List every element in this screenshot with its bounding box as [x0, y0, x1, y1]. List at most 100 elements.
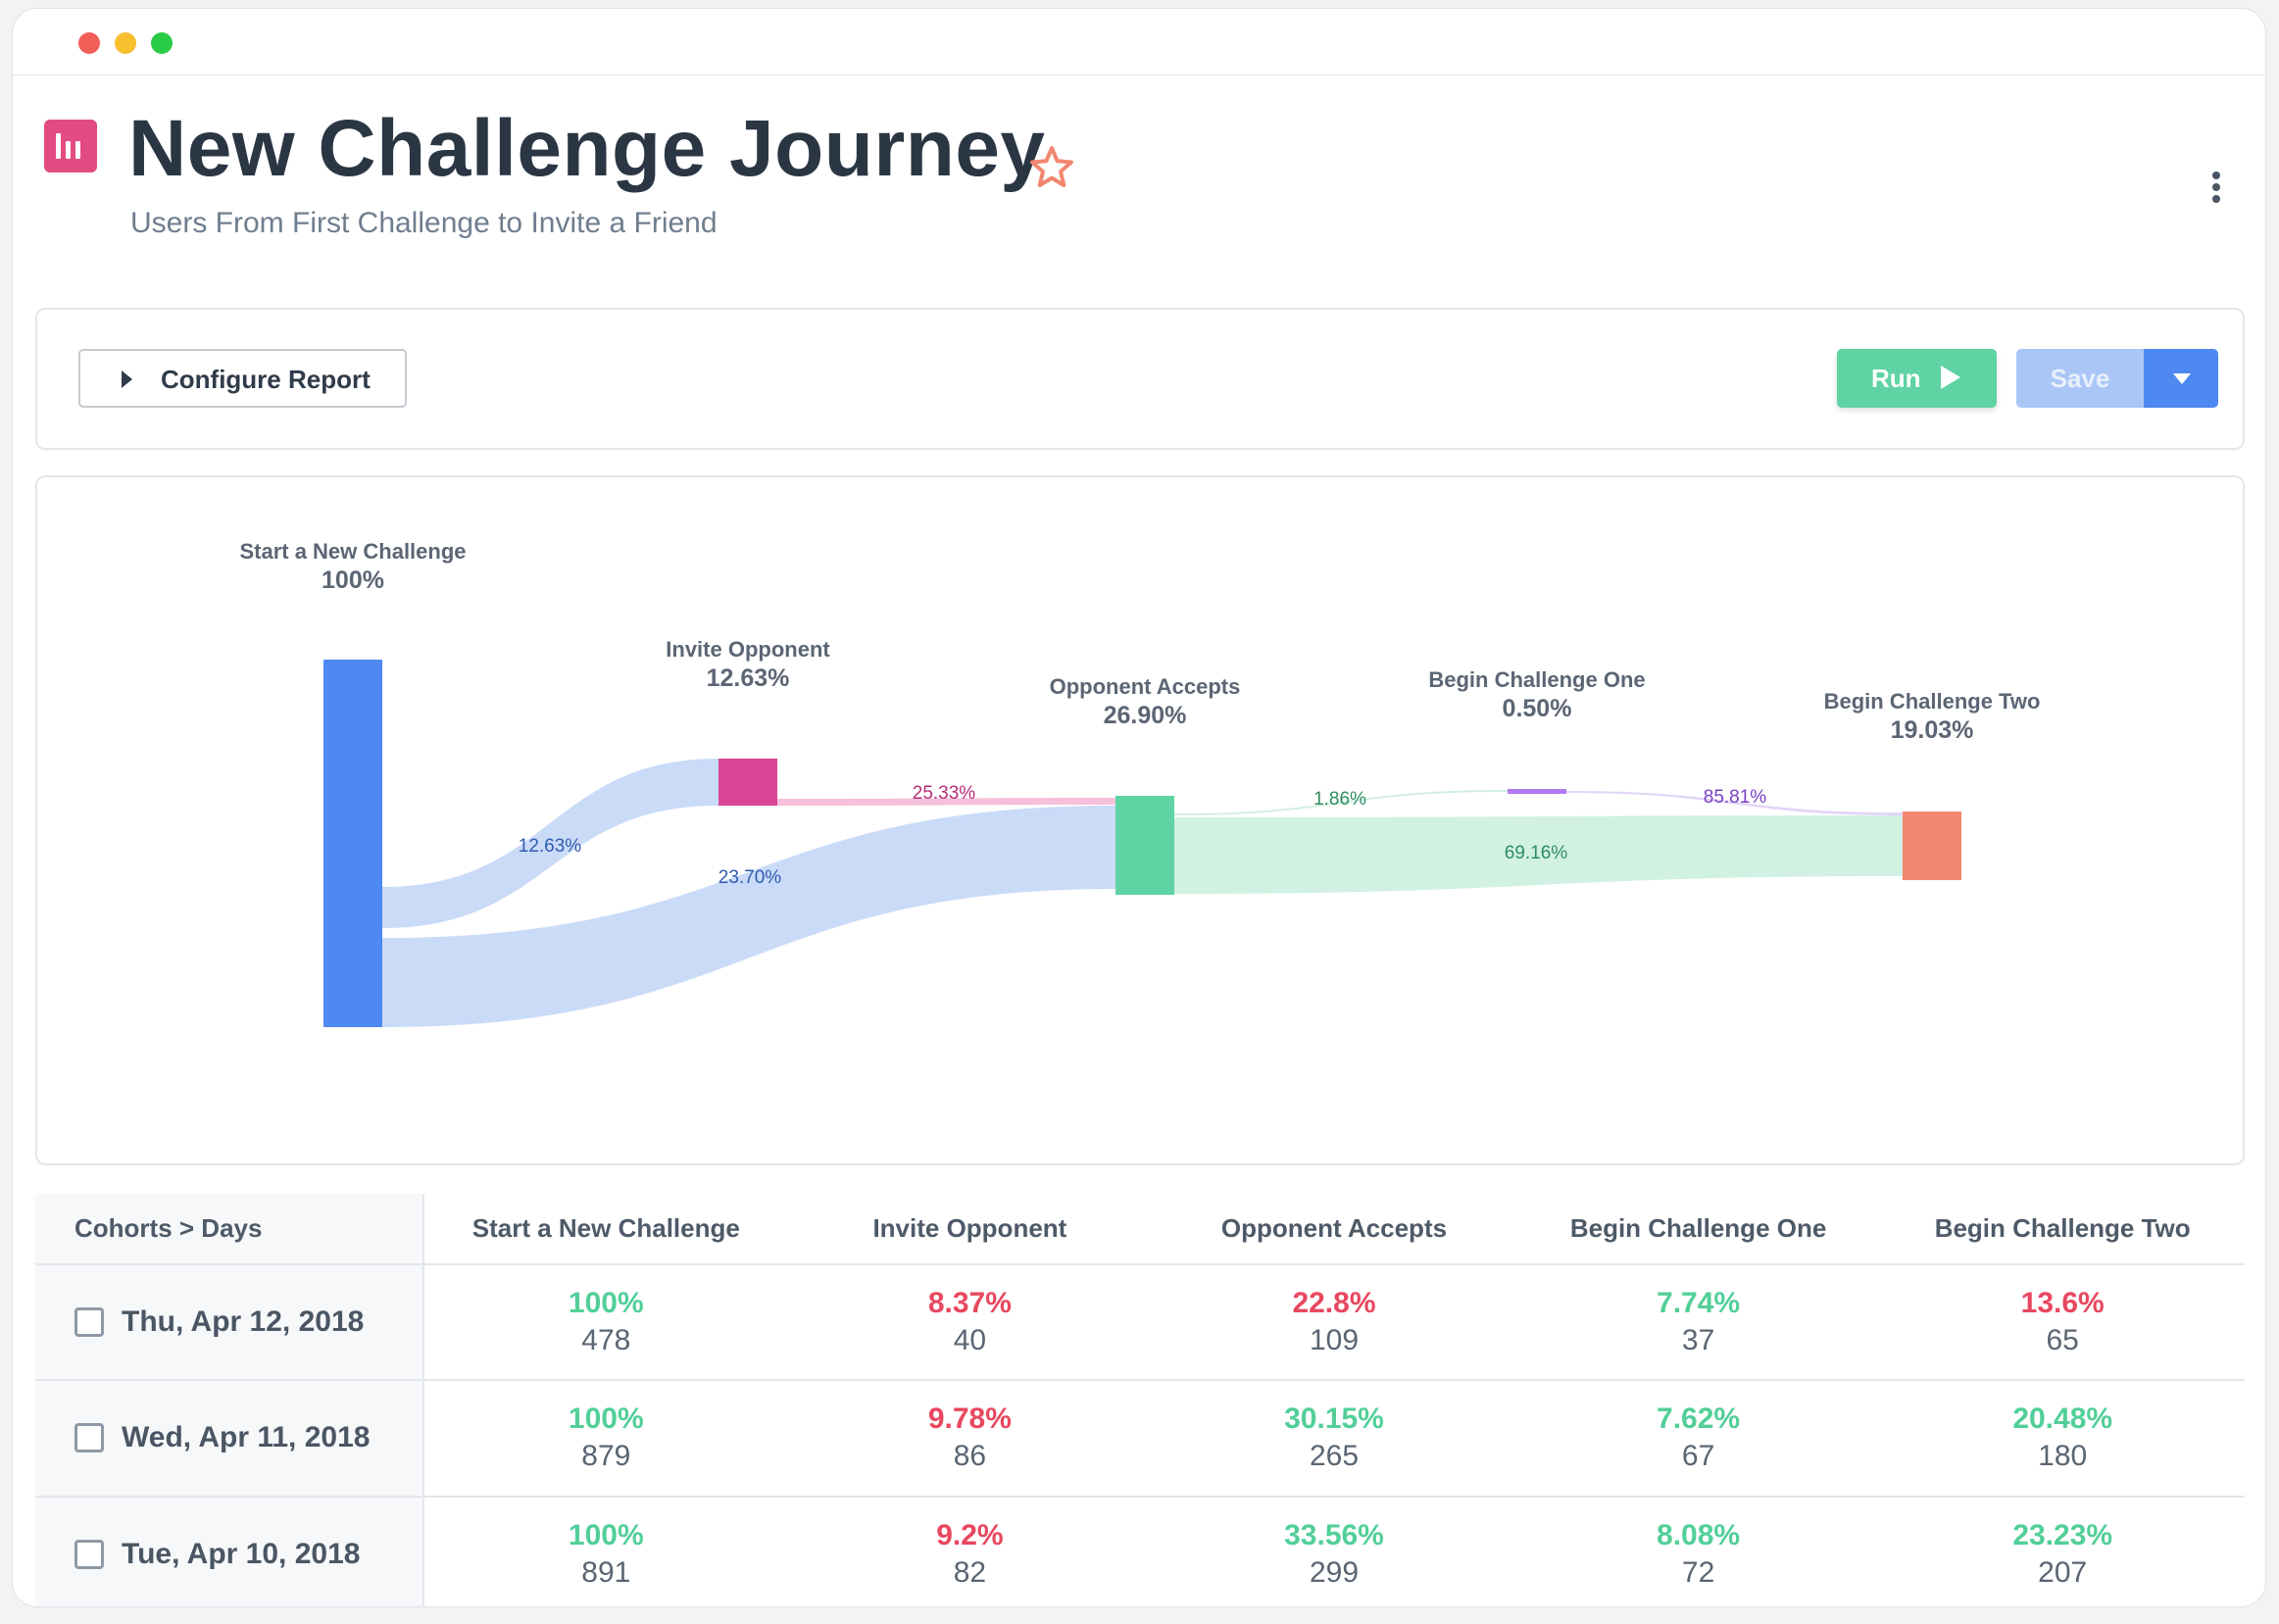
sankey-node [323, 660, 382, 1027]
row-checkbox[interactable] [74, 1539, 104, 1569]
conversion-percent: 8.37% [927, 1287, 1012, 1320]
sankey-node [1508, 789, 1566, 794]
conversion-percent: 13.6% [2020, 1287, 2105, 1320]
user-count: 82 [953, 1555, 987, 1589]
user-count: 265 [1309, 1440, 1360, 1473]
sankey-link [382, 759, 718, 928]
row-checkbox[interactable] [74, 1307, 104, 1338]
user-count: 478 [581, 1324, 631, 1357]
table-row: Tue, Apr 10, 2018 100% 891 9.2% 82 33.56% 299 8… [35, 1496, 2245, 1606]
cohort-value-cell: 20.48% 180 [1880, 1380, 2245, 1498]
conversion-percent: 33.56% [1284, 1518, 1384, 1551]
sankey-node-value: 26.90% [1104, 702, 1187, 729]
conversion-percent: 22.8% [1292, 1287, 1376, 1320]
sankey-link-label: 69.16% [1505, 843, 1568, 863]
cohort-value-cell: 100% 879 [423, 1380, 788, 1498]
play-icon [1941, 366, 1960, 389]
sankey-node-value: 12.63% [707, 664, 790, 692]
sankey-chart: 12.63% 23.70% 25.33% 1.86% 69.16% 85.81% Start… [239, 539, 2041, 1027]
maximize-window-button[interactable] [151, 32, 173, 54]
sankey-link [382, 806, 1115, 1027]
sankey-link-label: 1.86% [1313, 789, 1366, 810]
configure-panel: Configure Report Run Save [35, 308, 2245, 450]
page-title: New Challenge Journey [128, 104, 1046, 193]
user-count: 879 [581, 1440, 631, 1473]
cohort-table: Cohorts > Days Start a New Challenge Inv… [35, 1194, 2245, 1606]
user-count: 299 [1309, 1555, 1360, 1589]
table-header-col[interactable]: Invite Opponent [787, 1194, 1153, 1265]
report-icon [44, 120, 97, 172]
sankey-node-value: 100% [322, 566, 384, 594]
cohort-value-cell: 9.78% 86 [787, 1380, 1153, 1498]
sankey-link-label: 85.81% [1704, 787, 1767, 808]
conversion-percent: 100% [568, 1518, 644, 1551]
sankey-node-value: 0.50% [1503, 695, 1572, 722]
cohort-value-cell: 7.74% 37 [1515, 1264, 1881, 1382]
user-count: 180 [2038, 1440, 2088, 1473]
table-header-col[interactable]: Start a New Challenge [423, 1194, 788, 1265]
table-header-col[interactable]: Opponent Accepts [1152, 1194, 1516, 1265]
conversion-percent: 9.2% [936, 1518, 1004, 1551]
user-count: 109 [1309, 1324, 1360, 1357]
user-count: 37 [1681, 1324, 1715, 1357]
sankey-node-label: Start a New Challenge [239, 539, 466, 564]
sankey-node [1903, 812, 1961, 880]
table-header-cohorts: Cohorts > Days [35, 1194, 424, 1265]
conversion-percent: 9.78% [927, 1403, 1012, 1436]
table-header-row: Cohorts > Days Start a New Challenge Inv… [35, 1194, 2245, 1265]
conversion-percent: 23.23% [2012, 1518, 2113, 1551]
table-row: Thu, Apr 12, 2018 100% 478 8.37% 40 22.8% 109 7… [35, 1264, 2245, 1382]
conversion-percent: 8.08% [1657, 1518, 1741, 1551]
user-count: 65 [2046, 1324, 2079, 1357]
window-titlebar [13, 9, 2265, 75]
chevron-down-icon [2173, 373, 2191, 384]
cohort-value-cell: 22.8% 109 [1152, 1264, 1516, 1382]
table-header-col[interactable]: Begin Challenge Two [1880, 1194, 2245, 1265]
user-count: 67 [1681, 1440, 1715, 1473]
sankey-node [718, 759, 777, 806]
minimize-window-button[interactable] [115, 32, 136, 54]
user-count: 72 [1681, 1555, 1715, 1589]
configure-report-button[interactable]: Configure Report [78, 349, 407, 408]
star-icon[interactable] [1027, 143, 1076, 192]
cohort-value-cell: 23.23% 207 [1880, 1496, 2245, 1606]
close-window-button[interactable] [78, 32, 100, 54]
configure-report-label: Configure Report [161, 365, 371, 394]
caret-right-icon [122, 370, 132, 388]
kebab-menu-icon[interactable] [2201, 166, 2230, 209]
cohort-value-cell: 100% 478 [423, 1264, 788, 1382]
sankey-link-label: 12.63% [519, 836, 582, 857]
run-label: Run [1871, 364, 1921, 393]
sankey-link-label: 25.33% [913, 783, 976, 804]
cohort-value-cell: 8.37% 40 [787, 1264, 1153, 1382]
save-dropdown-button[interactable] [2144, 349, 2218, 408]
cohort-value-cell: 100% 891 [423, 1496, 788, 1606]
cohort-value-cell: 30.15% 265 [1152, 1380, 1516, 1498]
sankey-link [1566, 791, 1903, 815]
user-count: 86 [953, 1440, 987, 1473]
sankey-node-label: Begin Challenge One [1428, 667, 1645, 692]
sankey-node-label: Invite Opponent [666, 637, 830, 662]
row-checkbox[interactable] [74, 1423, 104, 1453]
cohort-value-cell: 7.62% 67 [1515, 1380, 1881, 1498]
sankey-link [777, 798, 1115, 806]
conversion-percent: 30.15% [1284, 1403, 1384, 1436]
user-count: 891 [581, 1555, 631, 1589]
cohort-value-cell: 13.6% 65 [1880, 1264, 2245, 1382]
save-button[interactable]: Save [2016, 349, 2144, 408]
run-button[interactable]: Run [1837, 349, 1997, 408]
cohort-date-label: Tue, Apr 10, 2018 [122, 1537, 361, 1570]
cohort-date-cell: Wed, Apr 11, 2018 [35, 1380, 424, 1498]
cohort-date-label: Thu, Apr 12, 2018 [122, 1305, 365, 1339]
table-row: Wed, Apr 11, 2018 100% 879 9.78% 86 30.15% 265… [35, 1380, 2245, 1498]
sankey-node-label: Begin Challenge Two [1824, 689, 2041, 714]
cohort-value-cell: 9.2% 82 [787, 1496, 1153, 1606]
cohort-date-cell: Tue, Apr 10, 2018 [35, 1496, 424, 1606]
conversion-percent: 100% [568, 1403, 644, 1436]
sankey-node-value: 19.03% [1891, 716, 1974, 744]
conversion-percent: 20.48% [2012, 1403, 2113, 1436]
sankey-node [1115, 796, 1174, 895]
table-header-col[interactable]: Begin Challenge One [1515, 1194, 1881, 1265]
cohort-value-cell: 33.56% 299 [1152, 1496, 1516, 1606]
app-window: New Challenge Journey Users From First C… [12, 8, 2266, 1607]
